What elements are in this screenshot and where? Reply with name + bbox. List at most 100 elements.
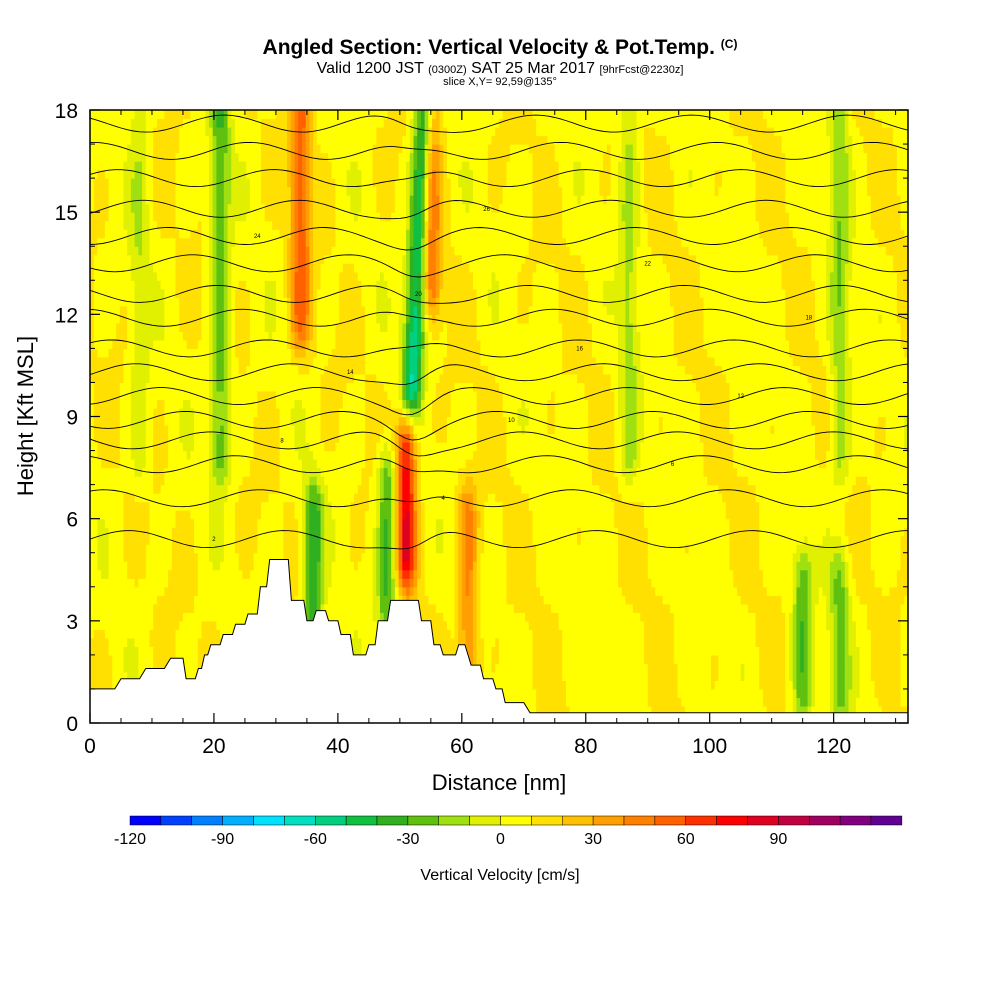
heatmap-cell: [313, 442, 318, 452]
heatmap-cell: [261, 229, 266, 239]
heatmap-cell: [119, 254, 125, 264]
heatmap-cell: [313, 186, 318, 196]
heatmap-cell: [220, 595, 225, 605]
heatmap-cell: [197, 663, 203, 673]
heatmap-cell: [168, 314, 173, 324]
heatmap-cell: [261, 407, 266, 418]
heatmap-cell: [116, 280, 121, 290]
heatmap-cell: [320, 595, 325, 605]
heatmap-cell: [294, 144, 299, 154]
heatmap-cell: [346, 620, 351, 630]
heatmap-cell: [313, 425, 318, 435]
heatmap-cell: [186, 186, 191, 196]
heatmap-cell: [160, 629, 165, 639]
heatmap-cell: [171, 382, 177, 392]
heatmap-cell: [309, 518, 314, 528]
heatmap-cell: [235, 586, 240, 596]
heatmap-cell: [90, 663, 95, 673]
heatmap-cell: [275, 161, 281, 171]
heatmap-cell: [238, 254, 244, 264]
heatmap-cell: [261, 152, 266, 162]
heatmap-cell: [238, 484, 244, 494]
heatmap-cell: [123, 365, 128, 375]
heatmap-cell: [313, 339, 318, 349]
heatmap-cell: [220, 288, 225, 298]
heatmap-cell: [331, 399, 336, 409]
heatmap-cell: [145, 365, 151, 375]
heatmap-cell: [123, 527, 128, 537]
heatmap-cell: [130, 501, 136, 511]
heatmap-cell: [335, 442, 340, 452]
heatmap-cell: [127, 518, 132, 528]
heatmap-cell: [101, 254, 106, 264]
heatmap-cell: [231, 144, 236, 154]
heatmap-cell: [138, 476, 143, 486]
heatmap-cell: [223, 527, 229, 537]
heatmap-cell: [287, 407, 292, 418]
heatmap-cell: [134, 144, 139, 154]
heatmap-cell: [342, 212, 348, 222]
heatmap-cell: [253, 467, 258, 477]
heatmap-cell: [216, 331, 221, 341]
heatmap-cell: [227, 620, 232, 630]
heatmap-cell: [342, 459, 348, 469]
heatmap-cell: [123, 271, 128, 281]
heatmap-cell: [268, 110, 273, 120]
heatmap-cell: [235, 603, 240, 613]
heatmap-cell: [272, 331, 277, 341]
heatmap-cell: [123, 425, 128, 435]
heatmap-cell: [130, 578, 136, 588]
heatmap-cell: [160, 331, 165, 341]
heatmap-cell: [305, 510, 310, 520]
heatmap-cell: [216, 127, 221, 137]
heatmap-cell: [127, 288, 132, 298]
heatmap-cell: [212, 246, 218, 256]
heatmap-cell: [313, 271, 318, 281]
heatmap-cell: [123, 390, 128, 401]
heatmap-cell: [231, 254, 236, 264]
heatmap-cell: [216, 373, 221, 384]
heatmap-cell: [104, 339, 110, 349]
heatmap-cell: [331, 578, 336, 588]
heatmap-cell: [175, 510, 180, 520]
heatmap-cell: [149, 493, 154, 503]
heatmap-cell: [309, 595, 314, 605]
heatmap-cell: [142, 501, 147, 511]
heatmap-cell: [231, 459, 236, 469]
heatmap-cell: [320, 476, 325, 486]
heatmap-cell: [309, 459, 314, 469]
heatmap-cell: [220, 433, 225, 443]
heatmap-cell: [175, 552, 180, 562]
heatmap-cell: [201, 229, 206, 239]
heatmap-cell: [301, 433, 307, 443]
heatmap-cell: [90, 552, 95, 562]
heatmap-cell: [227, 382, 232, 392]
heatmap-cell: [283, 484, 288, 494]
heatmap-cell: [145, 144, 151, 154]
heatmap-cell: [90, 203, 95, 213]
heatmap-cell: [123, 152, 128, 162]
heatmap-cell: [249, 203, 255, 213]
heatmap-cell: [160, 246, 165, 256]
heatmap-cell: [261, 195, 266, 205]
heatmap-cell: [246, 561, 251, 571]
heatmap-cell: [305, 246, 310, 256]
heatmap-cell: [127, 229, 132, 239]
heatmap-cell: [186, 442, 191, 452]
heatmap-cell: [108, 322, 113, 332]
heatmap-cell: [272, 144, 277, 154]
heatmap-cell: [123, 118, 128, 128]
heatmap-cell: [331, 407, 336, 418]
heatmap-cell: [212, 620, 218, 630]
heatmap-cell: [287, 237, 292, 247]
heatmap-cell: [182, 135, 188, 145]
heatmap-cell: [175, 518, 180, 528]
heatmap-cell: [261, 365, 266, 375]
heatmap-cell: [208, 127, 214, 137]
heatmap-cell: [305, 110, 310, 120]
heatmap-cell: [190, 425, 195, 435]
heatmap-cell: [101, 118, 106, 128]
heatmap-cell: [97, 229, 102, 239]
heatmap-cell: [156, 203, 162, 213]
heatmap-cell: [123, 493, 128, 503]
